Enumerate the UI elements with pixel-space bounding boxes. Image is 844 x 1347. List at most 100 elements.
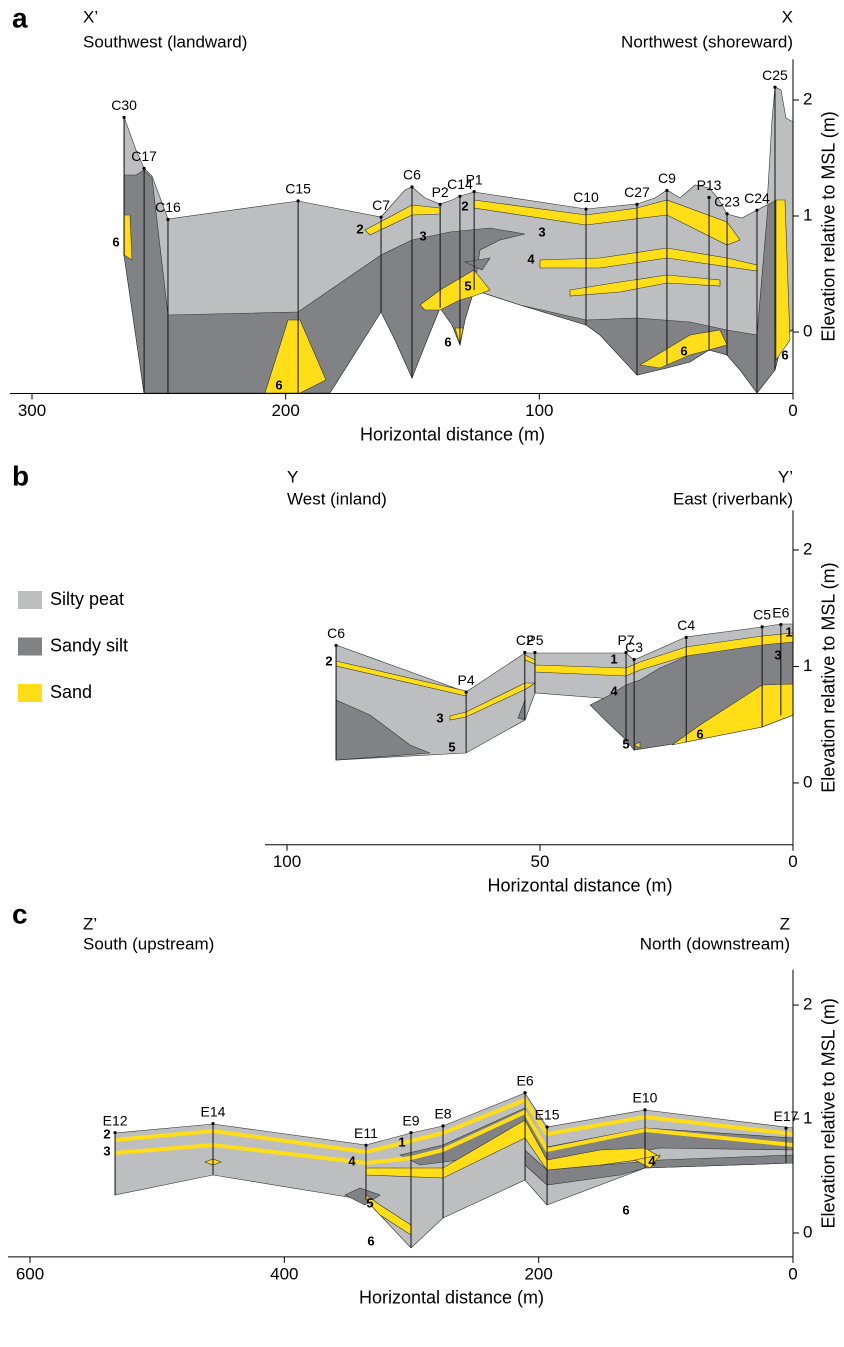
legend-swatch (18, 637, 42, 656)
core-label: P7 (617, 632, 634, 648)
layer-label: 4 (527, 251, 535, 266)
layer-label: 3 (774, 647, 781, 662)
core-label: C3 (625, 639, 643, 655)
layer-label: 2 (325, 653, 332, 668)
y-axis-title: Elevation relative to MSL (m) (819, 111, 839, 341)
y-tick-label: 1 (803, 205, 812, 224)
left-end-label: Z’ (83, 914, 97, 933)
core-label: E14 (201, 1103, 226, 1119)
legend-label: Sandy silt (50, 635, 128, 655)
core-label: C30 (111, 97, 137, 113)
core-top (166, 217, 170, 222)
core-top (464, 690, 468, 694)
core-top (665, 188, 669, 193)
core-label: C25 (762, 67, 788, 83)
sand-unit (569, 274, 721, 297)
layer-label: 4 (610, 683, 618, 698)
core-label: C7 (372, 197, 390, 213)
core-top (760, 625, 764, 629)
core-label: C14 (447, 176, 473, 192)
x-tick-label: 200 (271, 401, 299, 420)
right-direction: Northwest (shoreward) (621, 32, 793, 51)
core-label: E6 (516, 1072, 533, 1088)
x-tick-label: 0 (788, 852, 797, 871)
core-top (458, 194, 462, 198)
core-label: C17 (131, 148, 157, 164)
layer-label: 2 (356, 221, 363, 236)
x-tick-label: 300 (18, 401, 46, 420)
layer-label: 1 (398, 1134, 405, 1149)
core-label: C5 (753, 607, 771, 623)
core-top (296, 199, 300, 203)
core-label: C23 (714, 193, 740, 209)
y-tick-label: 2 (803, 539, 812, 558)
x-axis-title: Horizontal distance (m) (360, 424, 545, 444)
core-label: P2 (432, 184, 449, 200)
core-top (624, 650, 628, 655)
sand-unit (633, 741, 641, 749)
layer-label: 6 (444, 334, 451, 349)
y-tick-label: 2 (803, 89, 812, 108)
core-label: C2 (516, 632, 534, 648)
core-label: C4 (677, 617, 695, 633)
core-top (122, 115, 126, 120)
core-top (523, 1091, 527, 1095)
panel-label: c (12, 898, 28, 929)
layer-label: 6 (367, 1233, 374, 1248)
x-tick-label: 100 (273, 852, 301, 871)
right-direction: East (riverbank) (673, 489, 793, 508)
layer-label: 5 (448, 739, 455, 754)
core-top (784, 1126, 788, 1130)
core-top (409, 1131, 413, 1135)
panel-label: b (12, 460, 29, 491)
layer-label: 6 (781, 347, 788, 362)
core-label: C15 (285, 181, 311, 197)
core-top (635, 202, 639, 207)
x-tick-label: 400 (270, 1264, 298, 1283)
layer-label: 5 (622, 736, 629, 751)
core-top (725, 212, 729, 216)
panel-label: a (12, 2, 28, 33)
core-top (334, 643, 338, 648)
sand-unit (775, 199, 791, 361)
x-tick-label: 100 (525, 401, 553, 420)
core-label: P13 (697, 177, 722, 193)
y-tick-label: 0 (803, 772, 812, 791)
core-top (632, 657, 636, 662)
legend-label: Silty peat (50, 589, 124, 609)
core-label: E17 (774, 1108, 799, 1124)
layer-label: 5 (464, 278, 471, 293)
x-axis-title: Horizontal distance (m) (359, 1288, 544, 1308)
sand-unit (449, 682, 536, 721)
core-label: E8 (434, 1106, 451, 1122)
core-label: C9 (658, 170, 676, 186)
core-label: E10 (633, 1090, 658, 1106)
core-top (545, 1125, 549, 1129)
sand-unit (454, 327, 464, 346)
layer-label: 5 (366, 1195, 373, 1210)
x-tick-label: 50 (531, 852, 550, 871)
layer-label: 6 (680, 343, 687, 358)
layer-label: 6 (622, 1202, 629, 1217)
core-top (211, 1121, 215, 1126)
x-tick-label: 0 (788, 401, 797, 420)
left-end-label: Y (287, 467, 298, 486)
core-label: E15 (535, 1107, 560, 1123)
legend-swatch (18, 591, 42, 609)
layer-label: 3 (103, 1143, 110, 1158)
sand-unit (419, 269, 491, 311)
y-tick-label: 1 (803, 1108, 812, 1127)
core-top (779, 622, 783, 627)
core-top (410, 185, 414, 189)
layer-label: 1 (785, 624, 792, 639)
right-end-label: X (782, 7, 793, 26)
core-top (523, 650, 527, 655)
sand-unit (473, 199, 741, 246)
layer-label: 3 (419, 228, 426, 243)
core-top (113, 1131, 117, 1135)
core-top (142, 166, 146, 171)
x-axis-title: Horizontal distance (m) (487, 875, 672, 895)
core-label: C6 (403, 167, 421, 183)
